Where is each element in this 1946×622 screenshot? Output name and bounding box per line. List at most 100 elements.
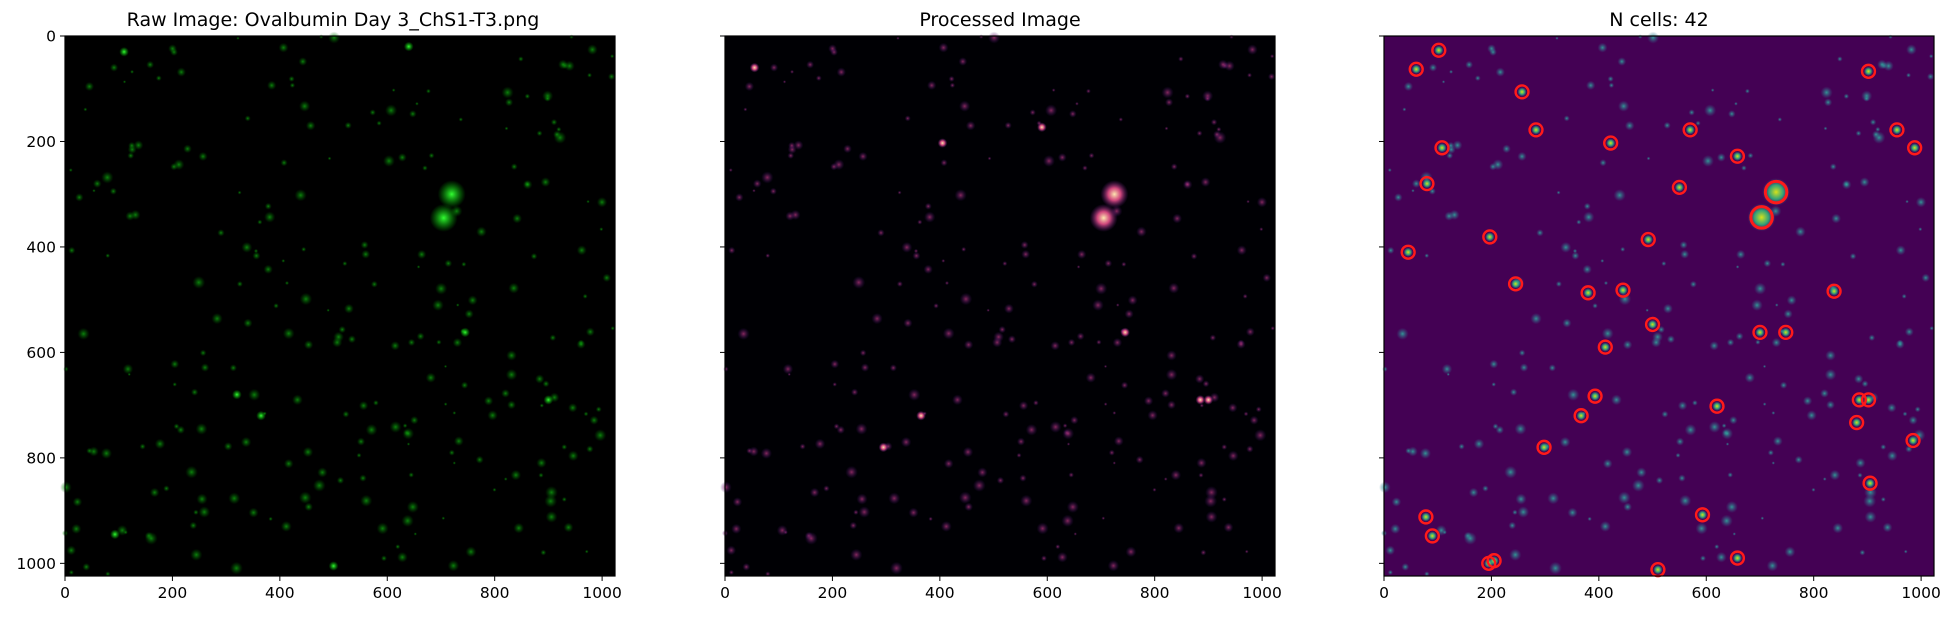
background-speckle	[1586, 80, 1596, 91]
background-speckle	[1710, 88, 1715, 92]
background-speckle	[1270, 54, 1275, 59]
background-speckle	[298, 491, 312, 504]
background-speckle	[1112, 461, 1116, 465]
background-speckle	[1184, 93, 1191, 100]
cell-marker	[1671, 179, 1688, 195]
background-speckle	[190, 548, 203, 561]
background-speckle	[1428, 63, 1438, 72]
processed-image-background	[725, 36, 1275, 576]
bright-spot	[1203, 395, 1214, 405]
bright-spot	[1089, 203, 1118, 232]
background-speckle	[1487, 44, 1496, 54]
background-speckle	[933, 303, 939, 309]
x-tick-label: 600	[372, 584, 402, 602]
background-speckle	[1194, 374, 1205, 384]
background-speckle	[1837, 56, 1843, 62]
background-speckle	[510, 469, 522, 481]
background-speckle	[1772, 436, 1783, 447]
background-speckle	[912, 251, 921, 260]
background-speckle	[782, 80, 787, 84]
background-speckle	[1121, 261, 1127, 267]
background-speckle	[441, 516, 446, 521]
background-speckle	[928, 516, 933, 522]
background-speckle	[940, 520, 952, 532]
background-speckle	[1441, 363, 1453, 375]
background-speckle	[1688, 109, 1695, 116]
background-speckle	[455, 303, 460, 307]
background-speckle	[1600, 258, 1605, 263]
background-speckle	[467, 295, 478, 306]
background-speckle	[428, 152, 435, 159]
bright-spot	[1780, 327, 1791, 338]
cell-marker	[1860, 392, 1877, 408]
background-speckle	[1777, 117, 1783, 122]
background-speckle	[195, 423, 208, 435]
background-speckle	[962, 446, 974, 458]
background-speckle	[1921, 273, 1931, 283]
background-speckle	[487, 410, 498, 421]
background-speckle	[464, 309, 474, 319]
background-speckle	[1666, 335, 1676, 344]
background-speckle	[1019, 474, 1027, 482]
background-speckle	[901, 241, 913, 253]
background-speckle	[280, 159, 288, 167]
background-speckle	[1104, 259, 1113, 268]
background-speckle	[977, 467, 988, 478]
background-speckle	[465, 546, 477, 558]
bright-spot	[1484, 232, 1495, 242]
background-speckle	[942, 327, 955, 340]
background-speckle	[1411, 179, 1421, 189]
background-speckle	[1112, 337, 1123, 348]
bright-spot	[1605, 138, 1616, 148]
background-speckle	[1221, 444, 1228, 450]
background-speckle	[987, 156, 992, 161]
background-speckle	[1548, 364, 1556, 372]
bright-spot	[1120, 327, 1130, 338]
background-speckle	[1043, 155, 1055, 167]
processed-image-spots	[720, 31, 1276, 577]
background-speckle	[1915, 196, 1927, 208]
background-speckle	[900, 436, 912, 448]
background-speckle	[60, 481, 72, 494]
background-speckle	[1029, 109, 1036, 116]
background-speckle	[752, 179, 762, 189]
background-speckle	[760, 447, 773, 459]
background-speckle	[1716, 153, 1726, 162]
cell-marker	[1862, 475, 1878, 491]
background-speckle	[389, 421, 402, 433]
background-speckle	[1178, 56, 1184, 62]
background-speckle	[264, 202, 272, 210]
background-speckle	[1096, 339, 1102, 345]
bright-spot	[1851, 417, 1862, 428]
background-speckle	[564, 60, 575, 72]
background-speckle	[1473, 438, 1485, 450]
background-speckle	[1829, 163, 1837, 171]
background-speckle	[1190, 252, 1198, 260]
background-speckle	[248, 388, 261, 401]
background-speckle	[830, 162, 838, 171]
background-speckle	[369, 109, 376, 116]
bright-spot	[110, 529, 120, 540]
background-speckle	[1256, 196, 1268, 208]
background-speckle	[1236, 245, 1247, 256]
background-speckle	[1679, 494, 1692, 507]
background-speckle	[1855, 457, 1866, 469]
background-speckle	[1714, 544, 1720, 550]
raw-image-y-ticks: 0 200 400 600 800 1000	[17, 28, 65, 573]
bright-spot	[1647, 319, 1658, 330]
background-speckle	[189, 521, 198, 530]
background-speckle	[460, 381, 469, 389]
background-speckle	[1603, 280, 1609, 286]
background-speckle	[1002, 261, 1008, 267]
background-speckle	[964, 502, 973, 512]
background-speckle	[1849, 252, 1857, 260]
background-speckle	[1617, 57, 1627, 66]
bright-spot	[916, 410, 926, 421]
background-speckle	[1057, 551, 1068, 563]
bright-spot	[878, 442, 889, 453]
background-speckle	[1597, 42, 1608, 53]
background-speckle	[241, 241, 253, 253]
background-speckle	[1025, 423, 1038, 436]
background-speckle	[589, 415, 599, 425]
